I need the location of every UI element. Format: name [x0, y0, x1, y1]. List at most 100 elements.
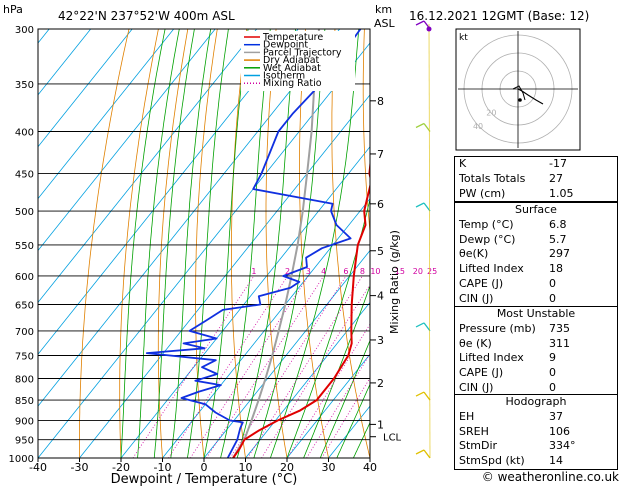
- hodograph-stat-value: 14: [549, 454, 563, 468]
- parcel-trajectory-line: [232, 29, 320, 458]
- surface-label: CAPE (J): [459, 276, 504, 290]
- index-value: 27: [549, 171, 563, 185]
- km-tick-label: 6: [377, 198, 384, 211]
- wet-adiabat-line: [336, 383, 370, 458]
- wind-barb-flag: [415, 391, 425, 397]
- legend-label: Dewpoint: [263, 40, 308, 51]
- pressure-tick-label: 950: [15, 436, 34, 447]
- wind-barb-flag: [415, 322, 425, 328]
- most-unstable-label: CIN (J): [459, 380, 494, 394]
- most-unstable-value: 311: [549, 336, 570, 350]
- pressure-tick-label: 900: [15, 416, 34, 427]
- mixing-ratio-axis-label: Mixing Ratio (g/kg): [388, 230, 401, 334]
- most-unstable-value: 0: [549, 380, 556, 394]
- pressure-tick-label: 550: [15, 241, 34, 252]
- isotherm-line: [38, 29, 133, 148]
- isotherm-line: [38, 29, 175, 200]
- index-label: Totals Totals: [459, 171, 526, 185]
- wind-barb: [423, 322, 431, 332]
- surface-value: 6.8: [549, 217, 567, 231]
- most-unstable-value: 0: [549, 366, 556, 380]
- wet-adiabat-line: [203, 29, 249, 458]
- mixing-ratio-label: 20: [413, 267, 423, 276]
- wet-adiabat-line: [220, 29, 271, 458]
- km-tick-label: 8: [377, 95, 384, 108]
- dry-adiabat-line: [299, 29, 329, 458]
- most-unstable-label: θe (K): [459, 336, 492, 350]
- most-unstable-row: Lifted Index 9: [455, 351, 617, 366]
- temperature-line: [232, 158, 370, 458]
- header-hpa: hPa: [3, 3, 23, 16]
- wind-barb-flag: [415, 202, 425, 208]
- surface-label: Temp (°C): [459, 217, 514, 231]
- pressure-tick-label: 600: [15, 272, 34, 283]
- surface-value: 297: [549, 247, 570, 261]
- pressure-tick-label: 500: [15, 207, 34, 218]
- x-tick-label: -40: [29, 461, 47, 474]
- indices-box-top: K -17 Totals Totals 27 PW (cm) 1.05: [454, 156, 618, 203]
- surface-row: Dewp (°C) 5.7: [455, 233, 617, 248]
- dry-adiabat-line: [79, 29, 130, 458]
- x-tick-label: 0: [201, 461, 208, 474]
- hodograph-stat-label: EH: [459, 409, 475, 423]
- surface-row: CAPE (J) 0: [455, 277, 617, 292]
- plot-frame: [37, 28, 371, 459]
- mixing-ratio-label: 2: [285, 267, 290, 276]
- most-unstable-value: 735: [549, 321, 570, 335]
- x-tick-label: 20: [280, 461, 294, 474]
- wind-barb-flag: [415, 449, 425, 455]
- isotherm-line: [203, 249, 370, 458]
- isotherm-line: [38, 29, 341, 407]
- km-tick-label: 7: [377, 148, 384, 161]
- x-tick-label: -20: [112, 461, 130, 474]
- x-tick-label: 30: [322, 461, 336, 474]
- km-tick-label: 4: [377, 290, 384, 303]
- hodograph-ring-label: 20: [486, 109, 496, 118]
- hodograph-storm-motion: [518, 98, 522, 102]
- hodograph-box: Hodograph EH 37 SREH 106 StmDir 334° StmSpd (k…: [454, 394, 618, 470]
- surface-row: θe(K) 297: [455, 247, 617, 262]
- header-location: 42°22'N 237°52'W 400m ASL: [58, 9, 235, 23]
- hodograph-stat-row: StmDir 334°: [455, 439, 617, 454]
- pressure-tick-label: 350: [15, 80, 34, 91]
- hodograph-unit-label: kt: [459, 33, 468, 43]
- km-tick-label: 1: [377, 418, 384, 431]
- mixing-ratio-label: 15: [395, 267, 405, 276]
- mixing-ratio-label: 3: [306, 267, 311, 276]
- hodograph-stat-row: EH 37: [455, 410, 617, 425]
- wet-adiabat-line: [303, 284, 370, 458]
- dewpoint-line: [145, 29, 362, 458]
- pressure-tick-label: 750: [15, 351, 34, 362]
- hodograph-stat-row: SREH 106: [455, 425, 617, 440]
- header-asl: ASL: [374, 17, 396, 30]
- surface-value: 5.7: [549, 232, 567, 246]
- header-km: km: [375, 3, 392, 16]
- isotherm-line: [38, 42, 370, 458]
- isotherm-line: [79, 94, 370, 458]
- wet-adiabat-line: [120, 29, 166, 458]
- km-tick-label: 2: [377, 377, 384, 390]
- hodograph-low-trace: [512, 85, 526, 101]
- surface-value: 0: [549, 276, 556, 290]
- pressure-tick-label: 300: [15, 25, 34, 36]
- pressure-tick-label: 800: [15, 374, 34, 385]
- index-row: PW (cm) 1.05: [455, 187, 617, 202]
- surface-value: 18: [549, 262, 563, 276]
- pressure-tick-label: 400: [15, 128, 34, 139]
- surface-label: Dewp (°C): [459, 232, 516, 246]
- surface-label: CIN (J): [459, 291, 494, 305]
- wind-barb-top-marker: [426, 26, 432, 32]
- index-value: 1.05: [549, 186, 574, 200]
- mixing-ratio-line: [229, 275, 347, 458]
- wet-adiabat-line: [153, 29, 195, 458]
- index-label: K: [459, 157, 467, 170]
- legend-label: Mixing Ratio: [263, 78, 322, 89]
- pressure-tick-label: 700: [15, 327, 34, 338]
- wind-barb: [423, 202, 431, 212]
- pressure-tick-label: 850: [15, 396, 34, 407]
- dry-adiabat-line: [119, 29, 159, 458]
- most-unstable-label: Pressure (mb): [459, 321, 536, 335]
- surface-row: CIN (J) 0: [455, 292, 617, 307]
